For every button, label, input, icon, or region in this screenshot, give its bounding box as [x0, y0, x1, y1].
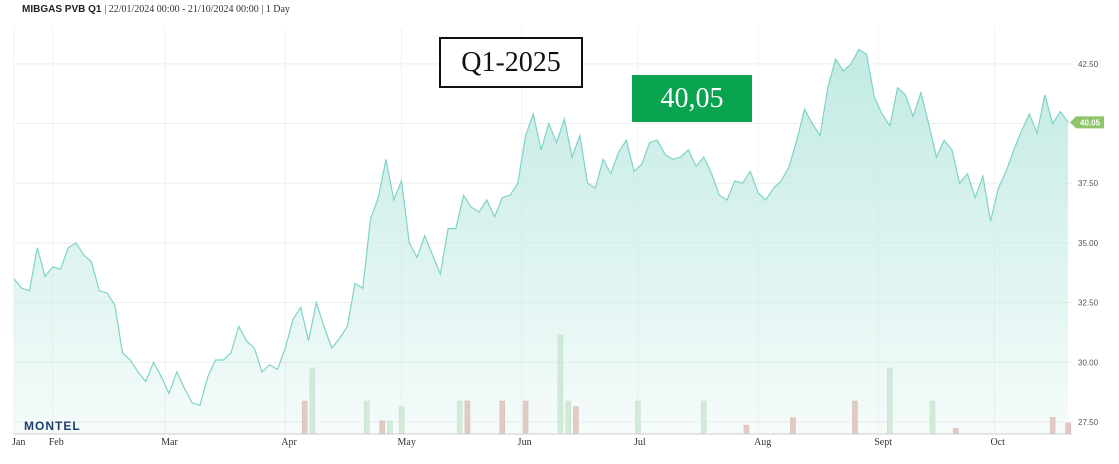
chart-title: MIBGAS PVB Q1 — [22, 4, 102, 15]
x-tick-label: Aug — [754, 437, 771, 448]
y-tick-label: 32.50 — [1078, 299, 1099, 308]
x-tick-label: Apr — [281, 437, 297, 448]
x-tick-label: Jul — [634, 437, 646, 448]
x-tick-label: Oct — [990, 437, 1005, 448]
x-tick-label: Mar — [161, 437, 178, 448]
x-tick-label: Jan — [12, 437, 25, 448]
montel-logo: MONTEL — [24, 419, 81, 433]
price-area — [14, 49, 1069, 434]
contract-label-box: Q1-2025 — [439, 37, 583, 88]
y-tick-label: 35.00 — [1078, 239, 1099, 248]
x-tick-label: May — [398, 437, 416, 448]
x-tick-label: Jun — [518, 437, 532, 448]
y-tick-label: 27.50 — [1078, 418, 1099, 427]
x-tick-label: Feb — [49, 437, 64, 448]
last-value-tag — [1070, 116, 1104, 129]
chart-date-range: | 22/01/2024 00:00 - 21/10/2024 00:00 | … — [104, 4, 290, 15]
y-tick-label: 30.00 — [1078, 358, 1099, 367]
y-tick-label: 42.50 — [1078, 60, 1099, 69]
price-line — [13, 48, 1069, 407]
x-tick-label: Sept — [874, 437, 892, 448]
price-label-box: 40,05 — [632, 75, 752, 122]
chart-header: MIBGAS PVB Q1 | 22/01/2024 00:00 - 21/10… — [22, 4, 290, 15]
y-tick-label: 37.50 — [1078, 179, 1099, 188]
last-value-label: 40.05 — [1080, 118, 1101, 127]
